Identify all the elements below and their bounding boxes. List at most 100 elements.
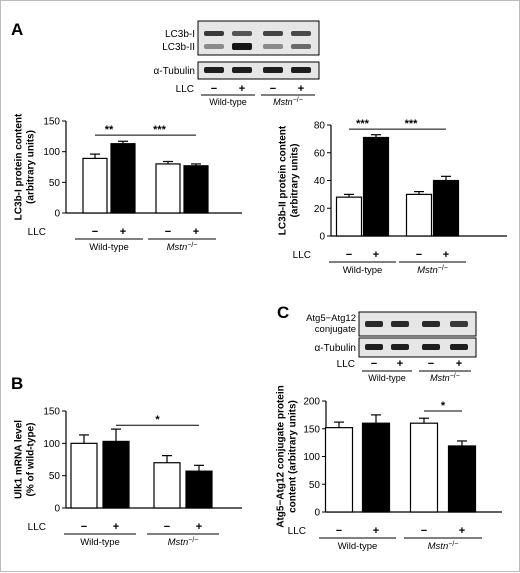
bar-3 xyxy=(409,422,439,513)
group-label: Wild-type xyxy=(80,537,120,548)
y-tick-label: 50 xyxy=(309,480,321,491)
category-label: + xyxy=(443,249,449,261)
y-axis-label: LC3b-I protein content xyxy=(14,113,25,220)
y-tick-label: 60 xyxy=(314,148,326,159)
atg-band-4 xyxy=(450,321,468,327)
y-tick-label: 150 xyxy=(43,407,60,418)
tubulin-c-band-3 xyxy=(422,344,440,350)
y-tick-label: 150 xyxy=(43,117,60,128)
y-tick-label: 50 xyxy=(49,471,61,482)
atg-band-1 xyxy=(365,321,383,327)
blot-c-lane-sign-2: + xyxy=(397,358,403,370)
bar-1 xyxy=(335,196,363,237)
group-label: Mstn−/− xyxy=(417,265,448,276)
y-tick-label: 0 xyxy=(314,508,320,519)
category-label: − xyxy=(92,226,98,238)
category-label: − xyxy=(421,525,427,537)
y-tick-label: 100 xyxy=(43,439,60,450)
lc3b-i-band-3 xyxy=(263,31,283,36)
blot-band-label-lc3b-ii: LC3b-II xyxy=(162,42,195,53)
category-label: − xyxy=(81,521,87,533)
y-tick-label: 0 xyxy=(54,504,60,515)
lc3b-ii-band-1 xyxy=(204,44,224,49)
bar-2 xyxy=(361,422,391,513)
treatment-label: LLC xyxy=(288,526,306,537)
y-tick-label: 0 xyxy=(319,232,325,243)
y-tick-label: 50 xyxy=(49,178,61,189)
treatment-label: LLC xyxy=(28,227,46,238)
category-label: − xyxy=(165,226,171,238)
bar-2 xyxy=(362,136,390,237)
y-axis-label-line2: (arbitrary units) xyxy=(290,144,301,218)
bar-2 xyxy=(110,143,136,214)
y-tick-label: 150 xyxy=(303,424,320,435)
category-label: − xyxy=(346,249,352,261)
y-axis-label: LC3b-II protein content xyxy=(278,125,289,235)
y-tick-label: 80 xyxy=(314,121,326,132)
lc3-tubulin-membrane xyxy=(197,61,320,80)
y-tick-label: 0 xyxy=(54,209,60,220)
category-label: − xyxy=(336,525,342,537)
blot-treatment-label: LLC xyxy=(176,84,194,95)
group-label: Wild-type xyxy=(343,265,383,276)
tubulin-c-band-2 xyxy=(391,344,409,350)
significance-label: *** xyxy=(356,118,370,130)
blot-group-label-wt: Wild-type xyxy=(209,97,247,107)
bar-1 xyxy=(324,427,354,513)
significance-label: * xyxy=(155,414,160,426)
lc3-western-blot: LC3b-I LC3b-II α-Tubulin LLC − + − + Wil… xyxy=(153,20,320,107)
blot-c-treatment-label: LLC xyxy=(337,359,355,370)
group-label: Wild-type xyxy=(89,242,129,253)
blot-group-label-ko: Mstn−/− xyxy=(273,97,303,107)
tubulin-band-4 xyxy=(291,67,311,73)
blot-c-group-label-ko: Mstn−/− xyxy=(430,373,460,383)
panel-label-b: B xyxy=(11,374,23,393)
blot-c-lane-sign-4: + xyxy=(456,358,462,370)
bar-3 xyxy=(155,163,181,214)
chart-atg5: 0 50 100 150 200 Atg5−Atg12 conjugate protein… xyxy=(276,385,502,552)
lc3b-i-band-2 xyxy=(232,31,252,36)
bar-4 xyxy=(183,165,209,214)
lc3b-i-band-4 xyxy=(291,31,311,36)
category-label: + xyxy=(373,525,379,537)
bar-1 xyxy=(82,157,108,214)
blot-lane-sign-3: − xyxy=(270,83,276,95)
lc3b-i-band-1 xyxy=(204,31,224,36)
y-axis-label: Ulk1 mRNA level xyxy=(14,420,25,499)
atg-band-2 xyxy=(391,321,409,327)
bar-4 xyxy=(432,179,460,237)
category-label: + xyxy=(459,525,465,537)
bar-2 xyxy=(102,440,130,509)
significance-label: ** xyxy=(105,124,114,136)
y-tick-label: 200 xyxy=(303,397,320,408)
category-label: + xyxy=(113,521,119,533)
significance-label: *** xyxy=(405,118,419,130)
chart-lc3b2: 0 20 40 60 80 LC3b-II protein content (arbitra… xyxy=(278,118,507,276)
tubulin-band-3 xyxy=(263,67,283,73)
tubulin-c-band-4 xyxy=(450,344,468,350)
category-label: + xyxy=(120,226,126,238)
lc3-blot-membrane xyxy=(197,20,320,56)
bar-4 xyxy=(447,445,477,513)
lc3b-ii-band-3 xyxy=(263,44,283,49)
group-label: Mstn−/− xyxy=(428,541,459,552)
y-axis-label-line2: content (arbitrary units) xyxy=(288,400,299,513)
atg-band-3 xyxy=(422,321,440,327)
y-axis-label-line2: (arbitrary units) xyxy=(26,130,37,204)
bar-4 xyxy=(185,470,213,509)
panel-label-c: C xyxy=(277,303,289,322)
lc3b-ii-band-4 xyxy=(291,44,311,49)
bar-3 xyxy=(153,462,181,509)
y-tick-label: 100 xyxy=(303,452,320,463)
y-tick-label: 40 xyxy=(314,176,326,187)
blot-lane-sign-2: + xyxy=(239,83,245,95)
y-axis-label: Atg5−Atg12 conjugate protein xyxy=(276,385,287,528)
group-label: Mstn−/− xyxy=(168,537,199,548)
tubulin-band-2 xyxy=(232,67,252,73)
blot-c-group-label-wt: Wild-type xyxy=(368,373,406,383)
tubulin-c-band-1 xyxy=(365,344,383,350)
y-axis-label-line2: (% of wild-type) xyxy=(26,423,37,497)
